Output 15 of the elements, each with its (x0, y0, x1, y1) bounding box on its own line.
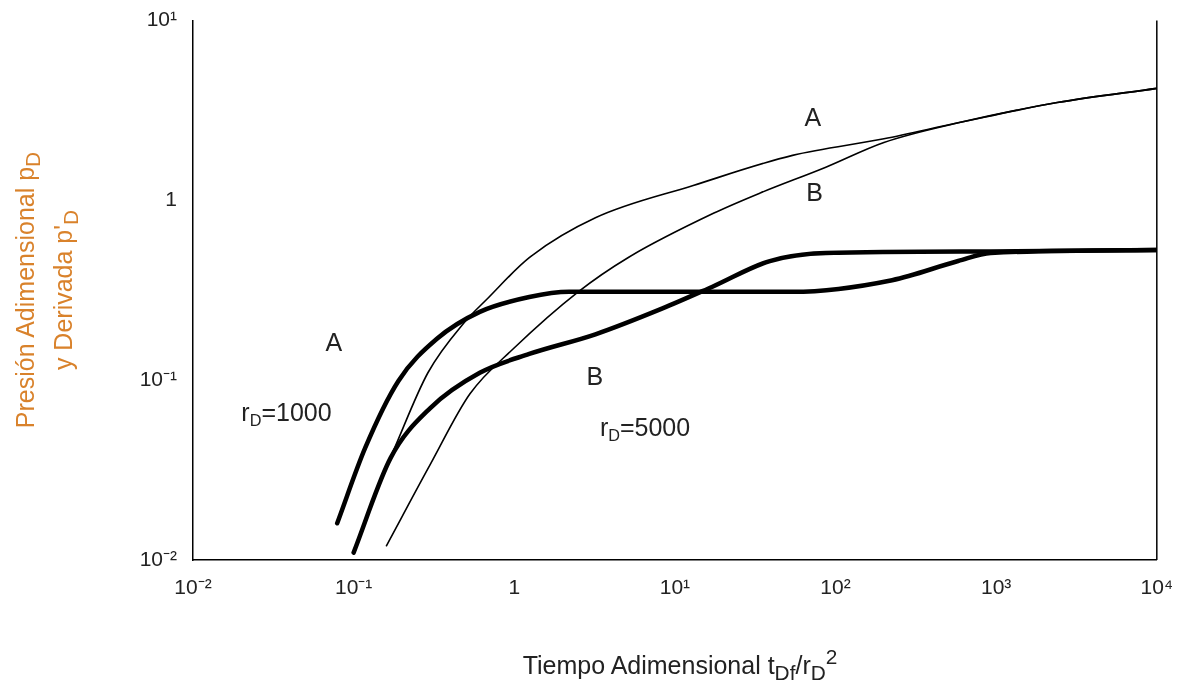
y-tick-label: 1 (165, 187, 177, 211)
x-tick-label: 10³ (980, 575, 1012, 599)
annotation: A (804, 102, 822, 131)
y-tick-label: 10⁻² (139, 546, 177, 570)
x-tick-label: 10⁴ (1140, 575, 1173, 599)
annotation: B (806, 178, 824, 207)
y-tick-label: 10¹ (146, 7, 177, 31)
x-tick-label: 10¹ (659, 575, 691, 599)
x-tick-label: 1 (508, 575, 521, 599)
x-tick-label: 10⁻¹ (334, 575, 373, 599)
annotation: B (586, 361, 604, 390)
x-tick-label: 10² (820, 575, 851, 599)
x-tick-label: 10⁻² (174, 575, 212, 599)
annotation: A (325, 328, 343, 357)
y-tick-label: 10⁻¹ (139, 367, 177, 390)
